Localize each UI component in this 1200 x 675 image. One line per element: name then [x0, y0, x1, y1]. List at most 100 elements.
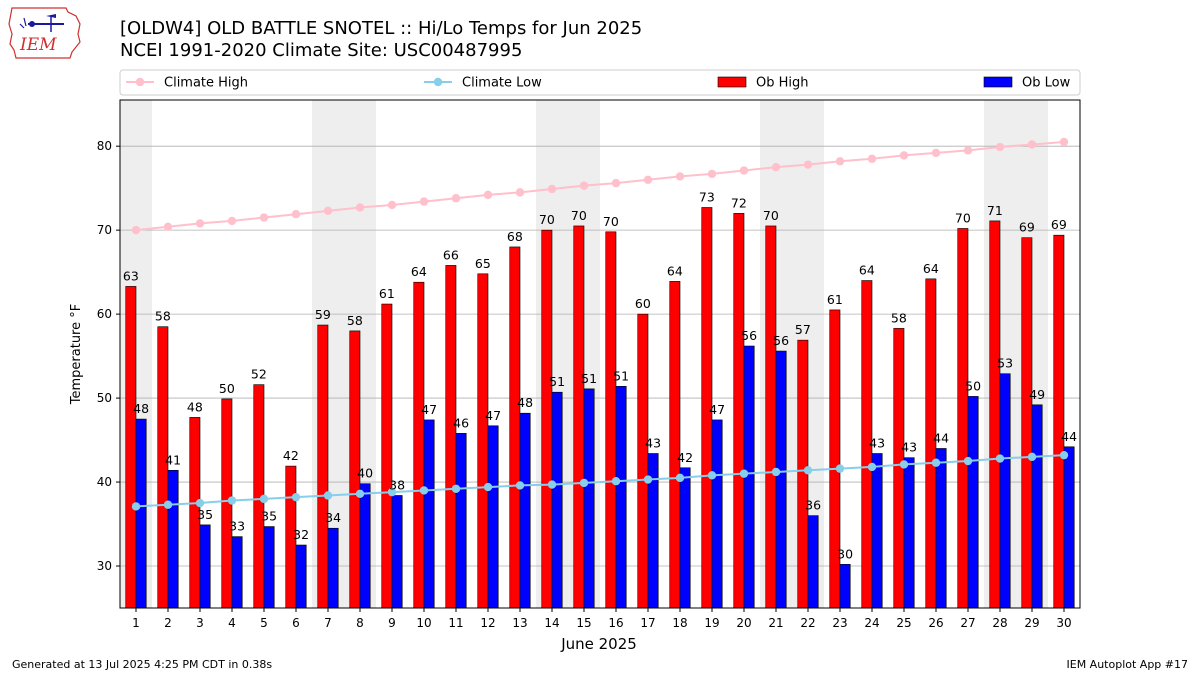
climate-high-point: [515, 188, 525, 197]
ob-high-bar: [445, 265, 457, 609]
ob-low-bar: [167, 469, 179, 609]
climate-low-point: [707, 471, 717, 480]
ob-high-label: 64: [923, 261, 939, 276]
x-tick-label: 28: [992, 616, 1007, 630]
ob-high-label: 60: [635, 296, 651, 311]
ob-high-label: 63: [123, 268, 139, 283]
ob-low-label: 40: [357, 466, 373, 481]
ob-low-label: 36: [805, 498, 821, 513]
climate-high-point: [707, 169, 717, 179]
x-tick-label: 12: [480, 616, 495, 630]
climate-high-point: [419, 197, 429, 206]
ob-low-label: 35: [261, 509, 277, 524]
bars: [125, 207, 1075, 609]
ob-low-label: 53: [997, 356, 1013, 371]
ob-high-label: 70: [539, 212, 555, 227]
climate-low-point: [131, 502, 141, 511]
ob-low-bar: [135, 418, 147, 609]
ob-low-bar: [327, 527, 339, 609]
climate-high-point: [739, 166, 749, 175]
ob-low-label: 50: [965, 378, 981, 393]
climate-low-point: [195, 498, 205, 508]
ob-low-bar: [519, 412, 531, 609]
climate-low-point: [1059, 450, 1069, 460]
climate-high-point: [387, 200, 397, 210]
ob-low-label: 51: [581, 371, 597, 386]
ob-low-bar: [903, 457, 915, 609]
x-tick-label: 8: [356, 616, 364, 630]
x-tick-label: 29: [1024, 616, 1039, 630]
legend-box: [119, 69, 1081, 96]
ob-low-bar: [231, 536, 243, 609]
ob-high-bar: [765, 225, 777, 609]
legend-climate-high-label: Climate High: [164, 76, 248, 91]
ob-low-label: 35: [197, 507, 213, 522]
iem-logo: IEM: [8, 7, 81, 59]
legend-ob-high-label: Ob High: [756, 76, 809, 91]
climate-low-point: [739, 469, 749, 478]
climate-low-point: [419, 486, 429, 495]
chart-subtitle: NCEI 1991-2020 Climate Site: USC00487995: [120, 40, 523, 61]
ob-low-label: 41: [165, 452, 181, 467]
x-tick-label: 6: [292, 616, 300, 630]
climate-high-point: [835, 157, 845, 166]
ob-low-label: 56: [773, 333, 789, 348]
x-tick-label: 27: [960, 616, 975, 630]
x-tick-label: 10: [416, 616, 431, 630]
x-axis-label: June 2025: [560, 635, 637, 653]
ob-low-label: 34: [325, 510, 341, 525]
ob-low-bar: [359, 483, 371, 609]
ob-high-bar: [829, 309, 841, 609]
ob-low-label: 47: [421, 402, 437, 417]
ob-high-bar: [125, 286, 137, 609]
ob-low-bar: [263, 526, 275, 609]
legend-ob-low-swatch: [983, 76, 1013, 88]
ob-low-bar: [455, 433, 467, 609]
climate-low-point: [675, 473, 685, 483]
climate-high-point: [611, 178, 621, 188]
ob-low-label: 44: [1061, 429, 1077, 444]
climate-high-point: [1027, 140, 1037, 149]
ob-high-bar: [381, 303, 393, 609]
climate-high-point: [163, 222, 173, 231]
climate-high-point: [323, 206, 333, 216]
climate-low-point: [163, 500, 173, 509]
climate-high-point: [227, 216, 237, 226]
climate-high-point: [643, 175, 653, 184]
ob-high-label: 64: [667, 263, 683, 278]
climate-low-line: [135, 454, 1065, 508]
ob-high-bar: [1021, 237, 1033, 609]
climate-low-point: [771, 467, 781, 477]
climate-low-point: [867, 462, 877, 472]
ob-high-label: 57: [795, 322, 811, 337]
ob-high-bar: [477, 273, 489, 609]
plot-frame: [119, 99, 1081, 609]
ob-high-label: 70: [603, 214, 619, 229]
ob-low-bar: [999, 373, 1011, 609]
ob-high-bar: [605, 231, 617, 609]
x-tick-label: 18: [672, 616, 687, 630]
footer-app: IEM Autoplot App #17: [1066, 658, 1189, 671]
ob-high-bar: [157, 326, 169, 609]
legend-climate-low-marker: [433, 77, 443, 87]
climate-high-point: [483, 190, 493, 200]
ob-low-bar: [807, 515, 819, 609]
ob-high-bar: [733, 213, 745, 609]
climate-low-point: [387, 487, 397, 497]
climate-low-point: [483, 482, 493, 492]
ob-high-label: 68: [507, 229, 523, 244]
ob-high-label: 42: [283, 448, 299, 463]
climate-high-point: [579, 181, 589, 190]
x-tick-label: 1: [132, 616, 140, 630]
climate-high-point: [259, 213, 269, 222]
y-tick-label: 60: [97, 307, 112, 321]
climate-low-point: [291, 492, 301, 502]
climate-low-point: [323, 491, 333, 500]
climate-low-point: [547, 480, 557, 489]
climate-low-point: [451, 484, 461, 493]
x-tick-label: 23: [832, 616, 847, 630]
climate-high-point: [355, 203, 365, 212]
ob-low-label: 38: [389, 477, 405, 492]
climate-low-point: [803, 466, 813, 475]
ob-high-label: 71: [987, 203, 1003, 218]
